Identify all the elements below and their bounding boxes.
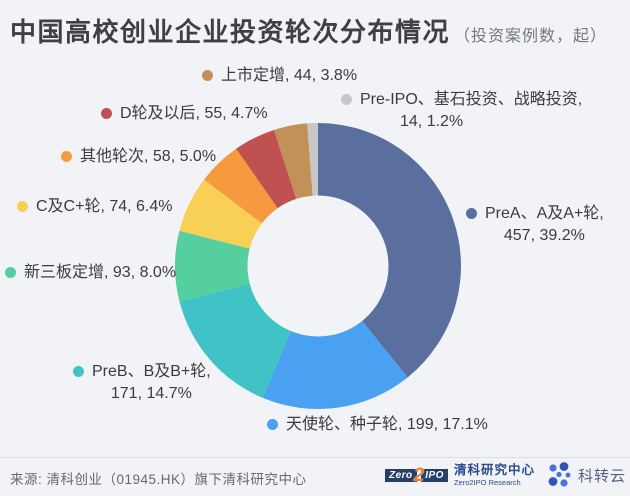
chart-title-row: 中国高校创业企业投资轮次分布情况 （投资案例数，起） <box>10 12 607 49</box>
legend-label: D轮及以后, 55, 4.7% <box>120 105 268 122</box>
legend-value: 14, 1.2% <box>400 113 464 130</box>
pie-slice-d[interactable] <box>236 129 297 209</box>
legend-item-qita[interactable]: 其他轮次, 58, 5.0% <box>61 146 216 168</box>
legend-dot-prea-icon <box>466 208 477 219</box>
legend-dot-preb-icon <box>73 366 84 377</box>
legend-label: C及C+轮, 74, 6.4% <box>36 198 173 215</box>
legend-item-d[interactable]: D轮及以后, 55, 4.7% <box>101 103 268 125</box>
legend-label: Pre-IPO、基石投资、战略投资, <box>360 91 583 108</box>
zero2ipo-logo-text: 清科研究中心 Zero2IPO Research <box>454 464 535 486</box>
pie-slice-prea[interactable] <box>318 123 461 378</box>
pie-slice-preipo[interactable] <box>307 123 318 196</box>
legend-dot-qita-icon <box>61 151 72 162</box>
legend-value: 457, 39.2% <box>503 227 585 244</box>
legend-label: PreA、A及A+轮, <box>485 205 604 222</box>
legend-dot-xinsanban-icon <box>5 267 16 278</box>
page-title: 中国高校创业企业投资轮次分布情况 <box>10 17 451 47</box>
legend-label: 上市定增, 44, 3.8% <box>221 67 358 84</box>
legend-label: 其他轮次, 58, 5.0% <box>80 148 217 165</box>
legend-dot-tianshi-icon <box>267 419 278 430</box>
legend-dot-c-icon <box>17 201 28 212</box>
legend-dot-preipo-icon <box>341 94 352 105</box>
source-text: 来源: 清科创业（01945.HK）旗下清科研究中心 <box>10 472 307 487</box>
legend-item-tianshi[interactable]: 天使轮、种子轮, 199, 17.1% <box>267 414 488 436</box>
legend-dot-d-icon <box>101 108 112 119</box>
pie-slice-c[interactable] <box>179 179 262 249</box>
zero2ipo-en-label: Zero2IPO Research <box>453 477 521 487</box>
legend-item-xinsanban[interactable]: 新三板定增, 93, 8.0% <box>5 262 176 284</box>
legend-label: 新三板定增, 93, 8.0% <box>24 264 177 281</box>
kezhuanyun-logo: 科转云 <box>545 461 626 489</box>
kezhuanyun-dots-icon <box>548 462 571 487</box>
kezhuanyun-label: 科转云 <box>577 467 626 485</box>
legend-value: 171, 14.7% <box>110 385 192 402</box>
zero2ipo-logo-zero: Zero <box>384 468 417 482</box>
legend-label: PreB、B及B+轮, <box>92 363 211 380</box>
footer-divider <box>0 457 630 458</box>
legend-item-preb[interactable]: PreB、B及B+轮, 171, 14.7% <box>73 361 211 405</box>
pie-slice-qita[interactable] <box>204 148 278 224</box>
zero2ipo-logo-ipo: IPO <box>421 468 448 482</box>
zero2ipo-cn-label: 清科研究中心 <box>453 463 535 477</box>
pie-slice-xinsanban[interactable] <box>175 230 250 302</box>
donut-chart-svg <box>175 123 461 409</box>
legend-dot-shangshi-icon <box>202 70 213 81</box>
legend-item-c[interactable]: C及C+轮, 74, 6.4% <box>17 196 173 218</box>
donut-chart <box>168 116 468 416</box>
legend-item-shangshi[interactable]: 上市定增, 44, 3.8% <box>202 65 357 87</box>
pie-slice-tianshi[interactable] <box>262 320 408 409</box>
legend-item-prea[interactable]: PreA、A及A+轮, 457, 39.2% <box>466 203 604 247</box>
pie-slice-shangshi[interactable] <box>273 123 313 199</box>
pie-slice-preb[interactable] <box>179 283 291 398</box>
legend-item-preipo[interactable]: Pre-IPO、基石投资、战略投资, 14, 1.2% <box>341 89 582 133</box>
zero2ipo-logo: Zero 2 IPO 清科研究中心 Zero2IPO Research <box>384 464 535 486</box>
zero2ipo-logo-two: 2 <box>413 464 425 486</box>
title-unit-note: （投资案例数，起） <box>454 28 608 45</box>
legend-label: 天使轮、种子轮, 199, 17.1% <box>286 416 488 433</box>
footer-logos: Zero 2 IPO 清科研究中心 Zero2IPO Research 科转云 <box>384 461 626 489</box>
